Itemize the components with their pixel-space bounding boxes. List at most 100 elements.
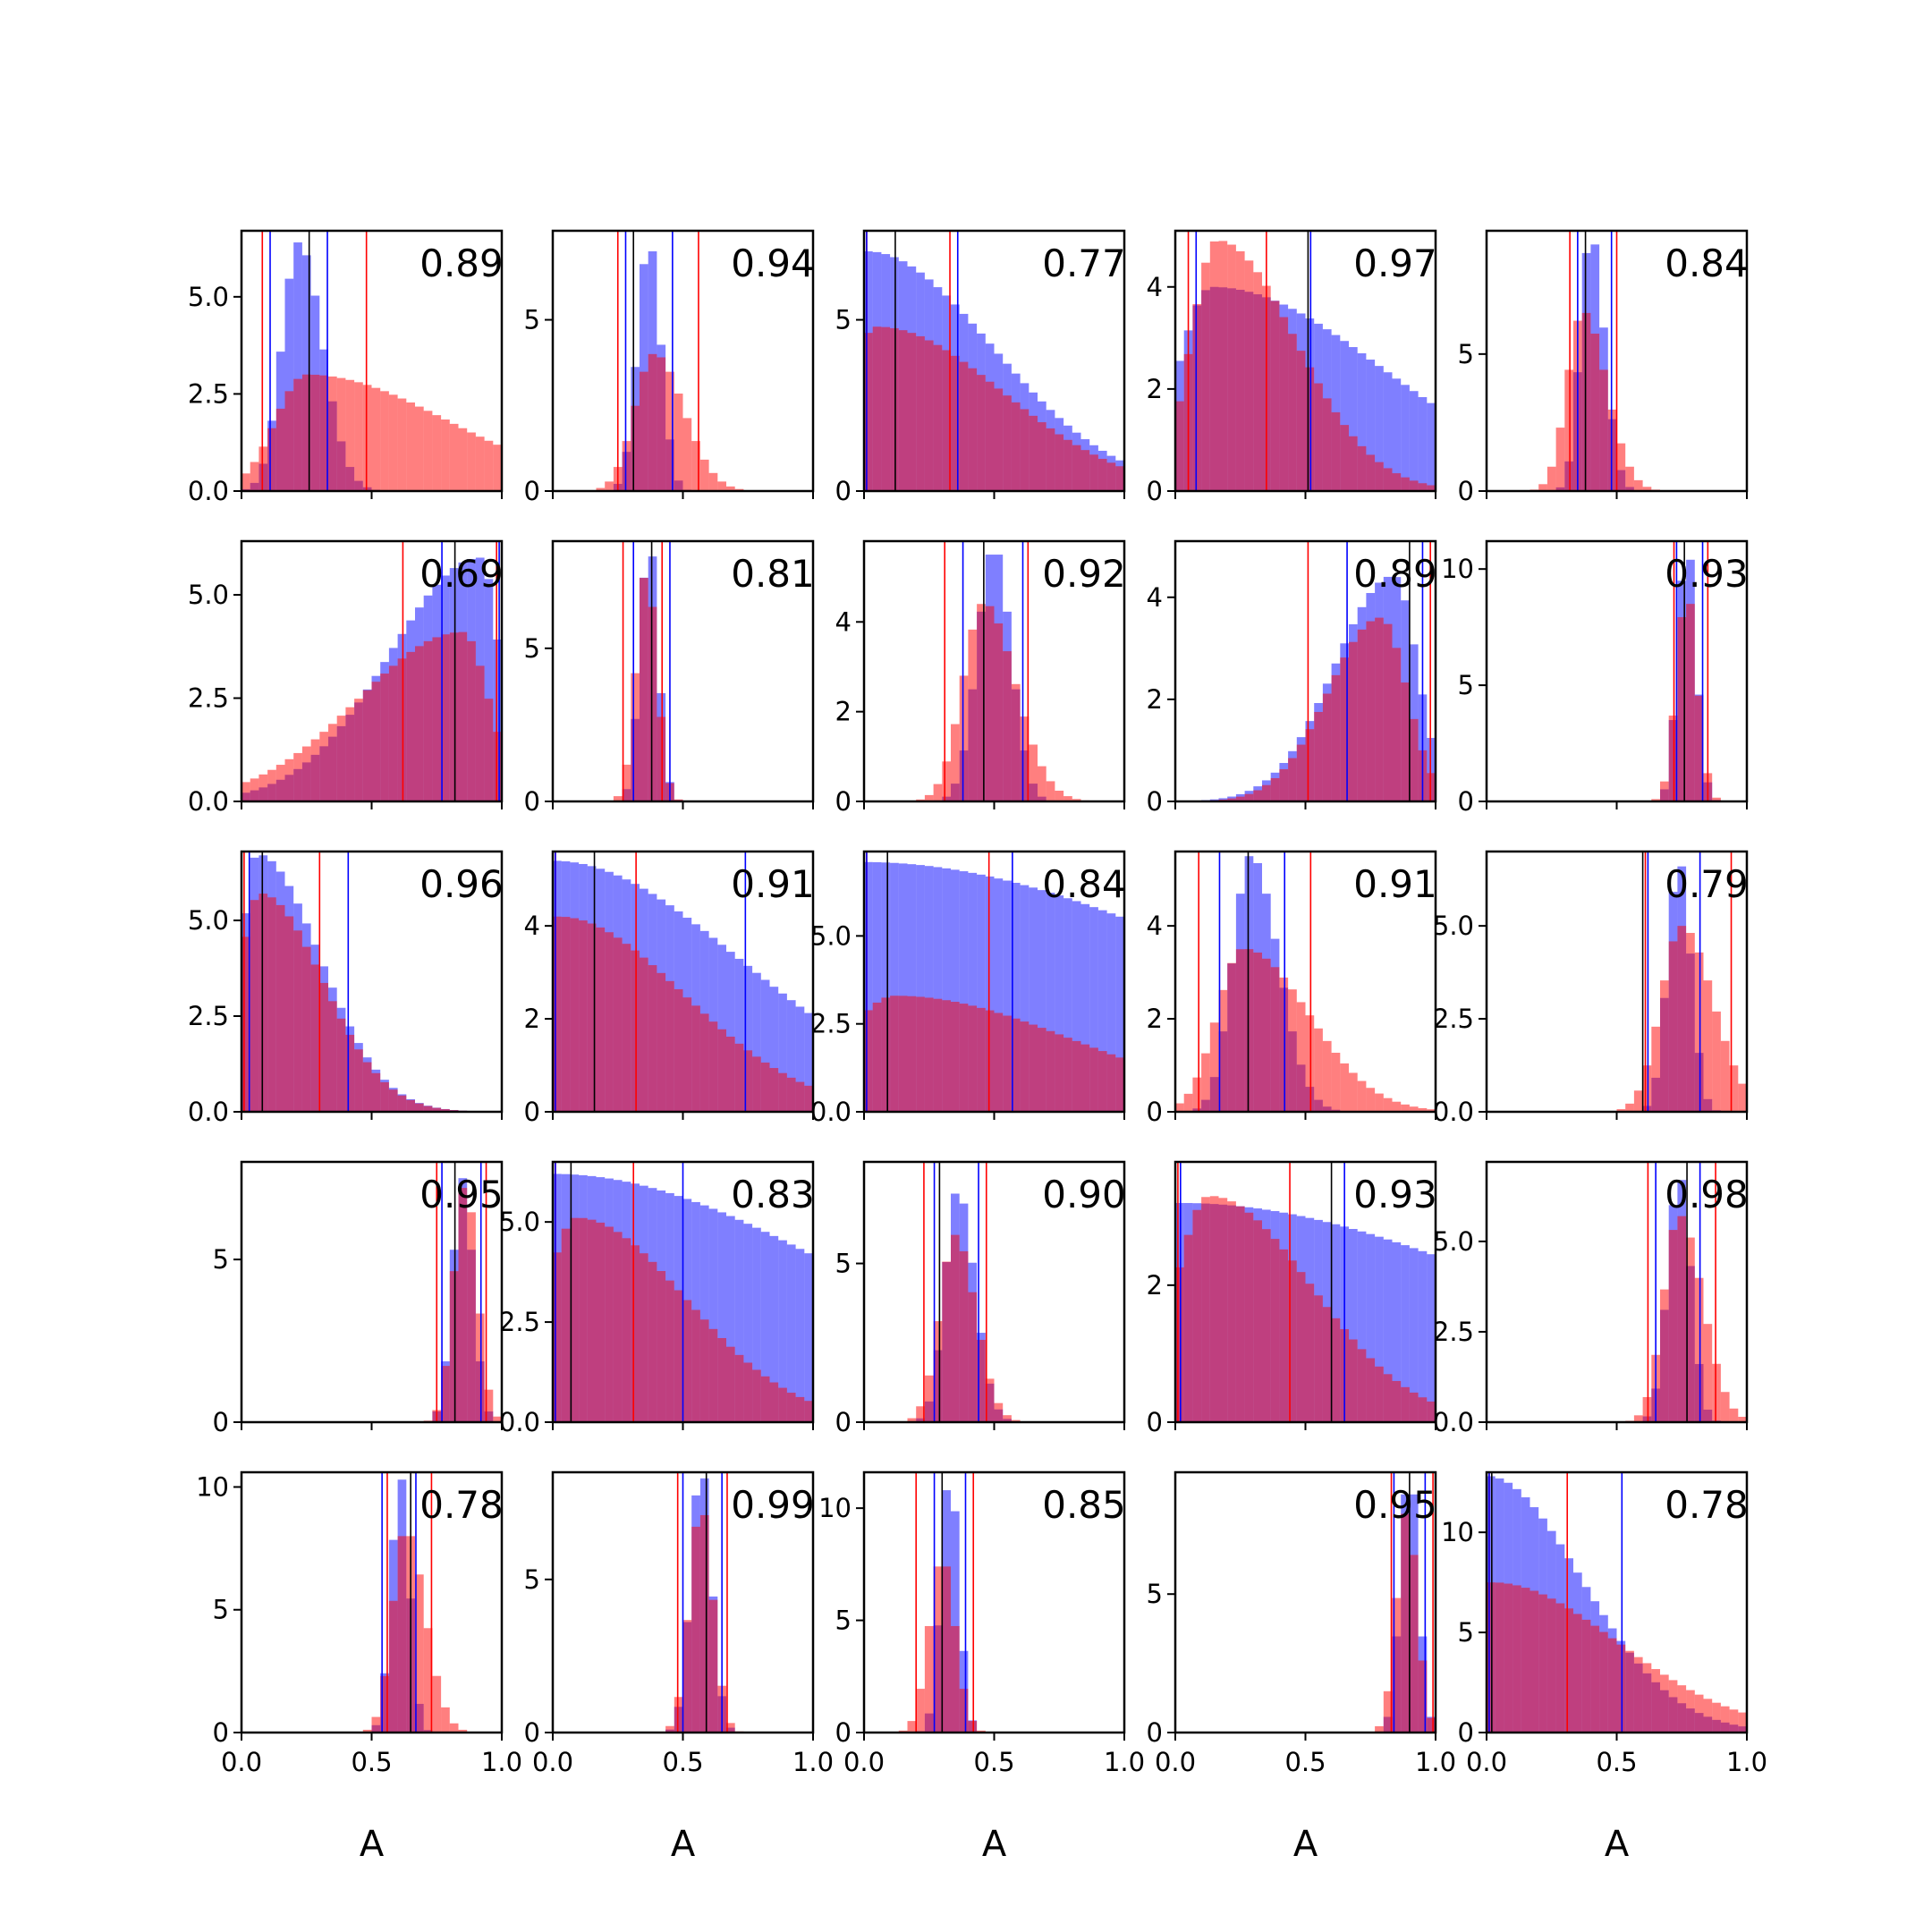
red-histogram-bar — [1729, 1065, 1739, 1112]
red-histogram-bar — [1183, 1093, 1193, 1112]
red-histogram-bar — [1555, 428, 1565, 491]
red-histogram-bar — [708, 1599, 718, 1733]
blue-histogram-bar — [951, 869, 960, 1112]
red-histogram-bar — [1209, 241, 1219, 491]
y-tick-label: 5 — [1458, 670, 1474, 700]
red-histogram-bar — [1253, 1220, 1262, 1422]
red-histogram-bar — [1686, 1237, 1695, 1422]
red-histogram-bar — [1668, 941, 1678, 1112]
red-histogram-bar — [579, 1217, 588, 1422]
panel-score: 0.77 — [1042, 242, 1126, 285]
red-histogram-bar — [916, 996, 925, 1112]
red-histogram-bar — [458, 428, 468, 491]
red-histogram-bar — [1694, 952, 1704, 1112]
red-histogram-bar — [907, 333, 917, 491]
blue-histogram-bar — [1409, 391, 1419, 491]
red-histogram-bar — [441, 1366, 450, 1422]
blue-histogram-bar — [752, 1227, 761, 1422]
blue-histogram-bar — [804, 1013, 813, 1112]
red-histogram-bar — [449, 632, 459, 801]
red-histogram-bar — [1738, 1417, 1747, 1422]
red-histogram-bar — [553, 916, 562, 1112]
red-histogram-bar — [1279, 317, 1289, 491]
red-histogram-bar — [1340, 657, 1349, 801]
red-histogram-bar — [898, 330, 908, 491]
red-histogram-bar — [301, 946, 311, 1112]
y-tick-label: 0 — [835, 1717, 852, 1748]
red-histogram-bar — [250, 778, 259, 801]
red-histogram-bar — [1314, 1028, 1323, 1112]
red-histogram-bar — [786, 1077, 796, 1112]
blue-histogram-bar — [795, 1006, 805, 1112]
red-histogram-bar — [1729, 1709, 1739, 1733]
red-histogram-bar — [380, 391, 389, 491]
x-tick-label: 1.0 — [1726, 1747, 1767, 1777]
y-tick-label: 0 — [524, 1097, 540, 1127]
red-histogram-bar — [734, 1043, 744, 1112]
red-histogram-bar — [1072, 1040, 1081, 1112]
red-histogram-bar — [1063, 439, 1072, 491]
red-histogram-bar — [1305, 1015, 1315, 1112]
blue-histogram-bar — [734, 1219, 744, 1422]
red-histogram-bar — [743, 1050, 753, 1112]
panel-score: 0.95 — [419, 1173, 504, 1216]
red-histogram-bar — [657, 1271, 666, 1422]
red-histogram-bar — [994, 1402, 1004, 1422]
red-histogram-bar — [640, 957, 648, 1112]
red-histogram-bar — [691, 441, 700, 491]
red-histogram-bar — [328, 376, 337, 491]
red-histogram-bar — [1201, 1053, 1210, 1112]
red-histogram-bar — [1209, 1022, 1219, 1112]
red-histogram-bar — [682, 1620, 692, 1733]
red-histogram-bar — [1694, 1694, 1704, 1733]
red-histogram-bar — [258, 446, 268, 491]
red-histogram-bar — [1331, 1318, 1341, 1422]
blue-histogram-bar — [1011, 882, 1021, 1112]
red-histogram-bar — [258, 774, 268, 801]
red-histogram-bar — [449, 1723, 459, 1733]
blue-histogram-bar — [933, 867, 943, 1112]
x-axis-label: A — [360, 1824, 385, 1865]
panel-score: 0.78 — [1665, 1483, 1749, 1527]
red-histogram-bar — [924, 794, 934, 801]
red-histogram-bar — [778, 1387, 787, 1422]
red-histogram-bar — [1089, 1047, 1098, 1112]
blue-histogram-bar — [1097, 910, 1107, 1112]
y-tick-label: 0 — [1147, 1717, 1163, 1748]
red-histogram-bar — [795, 1396, 805, 1422]
red-histogram-bar — [1055, 1034, 1064, 1112]
blue-histogram-bar — [872, 861, 882, 1112]
red-histogram-bar — [319, 732, 328, 801]
red-histogram-bar — [1331, 1052, 1341, 1112]
red-histogram-bar — [1495, 1582, 1504, 1733]
x-tick-label: 0.5 — [1596, 1747, 1637, 1777]
red-histogram-bar — [1227, 962, 1236, 1112]
blue-histogram-bar — [795, 1249, 805, 1422]
red-histogram-bar — [959, 1689, 969, 1733]
blue-histogram-bar — [959, 871, 969, 1112]
red-histogram-bar — [328, 724, 337, 801]
red-histogram-bar — [1270, 301, 1280, 491]
x-axis-label: A — [1605, 1824, 1630, 1865]
red-histogram-bar — [959, 1004, 969, 1112]
red-histogram-bar — [968, 1721, 978, 1733]
blue-histogram-bar — [916, 865, 925, 1112]
red-histogram-bar — [613, 937, 623, 1112]
red-histogram-bar — [985, 1010, 995, 1112]
y-tick-label: 5 — [524, 633, 540, 664]
red-histogram-bar — [951, 355, 960, 491]
red-histogram-bar — [458, 1729, 468, 1733]
y-tick-label: 4 — [1147, 911, 1163, 941]
panel-score: 0.78 — [419, 1483, 504, 1527]
panel-score: 0.89 — [419, 242, 504, 285]
red-histogram-bar — [1357, 629, 1367, 801]
red-histogram-bar — [1607, 1638, 1617, 1733]
red-histogram-bar — [1668, 1680, 1678, 1733]
red-histogram-bar — [1357, 445, 1367, 491]
panel-score: 0.97 — [1353, 242, 1437, 285]
red-histogram-bar — [1227, 244, 1236, 491]
red-histogram-bar — [267, 769, 276, 801]
blue-histogram-bar — [717, 945, 726, 1112]
blue-histogram-bar — [717, 1212, 726, 1422]
red-histogram-bar — [726, 1346, 735, 1422]
